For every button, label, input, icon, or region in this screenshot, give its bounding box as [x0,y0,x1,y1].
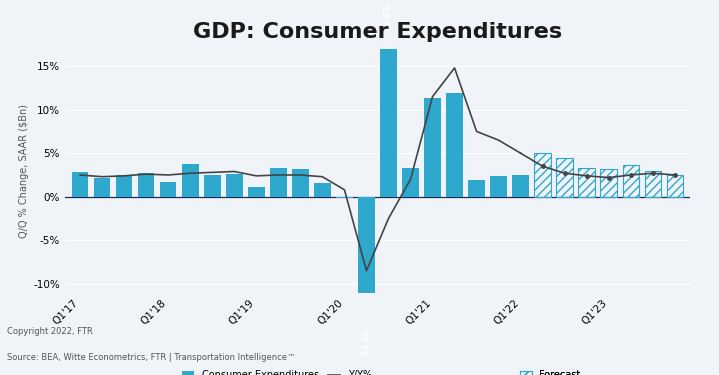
Bar [336,197,353,198]
Title: GDP: Consumer Expenditures: GDP: Consumer Expenditures [193,22,562,42]
Bar [579,168,595,197]
Bar [446,93,463,197]
Bar [490,176,507,197]
Bar [402,168,418,197]
Bar [292,169,308,197]
Bar [160,182,176,197]
Bar [424,98,441,197]
Bar [182,164,198,197]
Bar [204,175,221,197]
Bar [600,169,617,197]
Text: -33.4%: -33.4% [362,327,371,357]
Text: Copyright 2022, FTR: Copyright 2022, FTR [7,327,93,336]
Legend: Forecast, Forecast: Forecast, Forecast [520,370,581,375]
Bar [623,165,639,197]
Text: 41.4%: 41.4% [384,3,393,30]
Bar [116,175,132,197]
Bar [513,175,529,197]
Bar [667,175,683,197]
Bar [557,158,573,197]
Bar [94,178,111,197]
Bar [138,173,155,197]
Bar [270,168,287,197]
Bar [380,0,397,197]
Text: Source: BEA, Witte Econometrics, FTR | Transportation Intelligence™: Source: BEA, Witte Econometrics, FTR | T… [7,353,296,362]
Bar [248,187,265,197]
Bar [314,183,331,197]
Bar [468,180,485,197]
Bar [358,197,375,375]
Bar [534,153,551,197]
Y-axis label: Q/Q % Change, SAAR ($Bn): Q/Q % Change, SAAR ($Bn) [19,104,29,238]
Bar [226,174,242,197]
Bar [644,171,661,197]
Bar [72,172,88,197]
